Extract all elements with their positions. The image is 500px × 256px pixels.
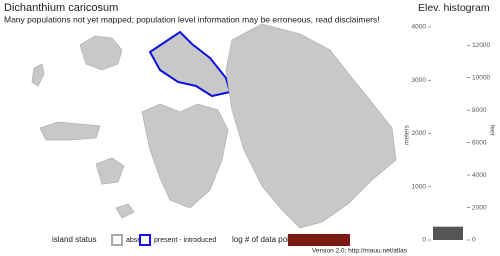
- legend-points-swatch: [288, 234, 350, 246]
- y-tick-label: 4000: [412, 24, 427, 31]
- legend-present: present - introduced: [154, 237, 216, 244]
- subtitle: Many populations not yet mapped; populat…: [4, 14, 380, 24]
- y-tick-label: 2000: [412, 130, 427, 137]
- y-tick-label: 1000: [412, 183, 427, 190]
- legend-absent: absent: [126, 237, 147, 244]
- y-axis-label: meters: [404, 124, 411, 145]
- y2-tick-label: 0: [472, 237, 476, 244]
- legend: island status absent present - introduce…: [52, 234, 408, 255]
- histogram: meters feet 0 1000 2000 3000 4000 0 2000 4000 60…: [404, 24, 496, 244]
- footer: Version 2.0; http://mauu.net/atlas: [312, 248, 408, 255]
- y2-axis-label: feet: [488, 125, 495, 136]
- hawaii: [225, 23, 397, 229]
- y2-tick-label: 6000: [472, 139, 487, 146]
- histogram-title: Elev. histogram: [418, 2, 490, 14]
- map: [31, 23, 397, 229]
- title: Dichanthium caricosum: [4, 2, 118, 14]
- legend-absent-swatch: [111, 234, 123, 246]
- y-tick-label: 0: [422, 237, 426, 244]
- y2-tick-label: 2000: [472, 204, 487, 211]
- niihau: [31, 63, 45, 87]
- y2-tick-label: 4000: [472, 172, 487, 179]
- kauai: [79, 35, 123, 71]
- histogram-bar: [433, 226, 463, 240]
- lanai: [95, 157, 125, 185]
- y2-tick-label: 8000: [472, 107, 487, 114]
- legend-points-title: log # of data points: [232, 235, 300, 244]
- legend-status-title: island status: [52, 235, 96, 244]
- maui: [141, 103, 229, 209]
- y-tick-label: 3000: [412, 77, 427, 84]
- y2-tick-label: 12000: [472, 42, 490, 49]
- y2-tick-label: 10000: [472, 74, 490, 81]
- molokai: [39, 121, 101, 141]
- kahoolawe: [115, 203, 135, 219]
- legend-present-swatch: [139, 234, 151, 246]
- oahu: [148, 30, 232, 98]
